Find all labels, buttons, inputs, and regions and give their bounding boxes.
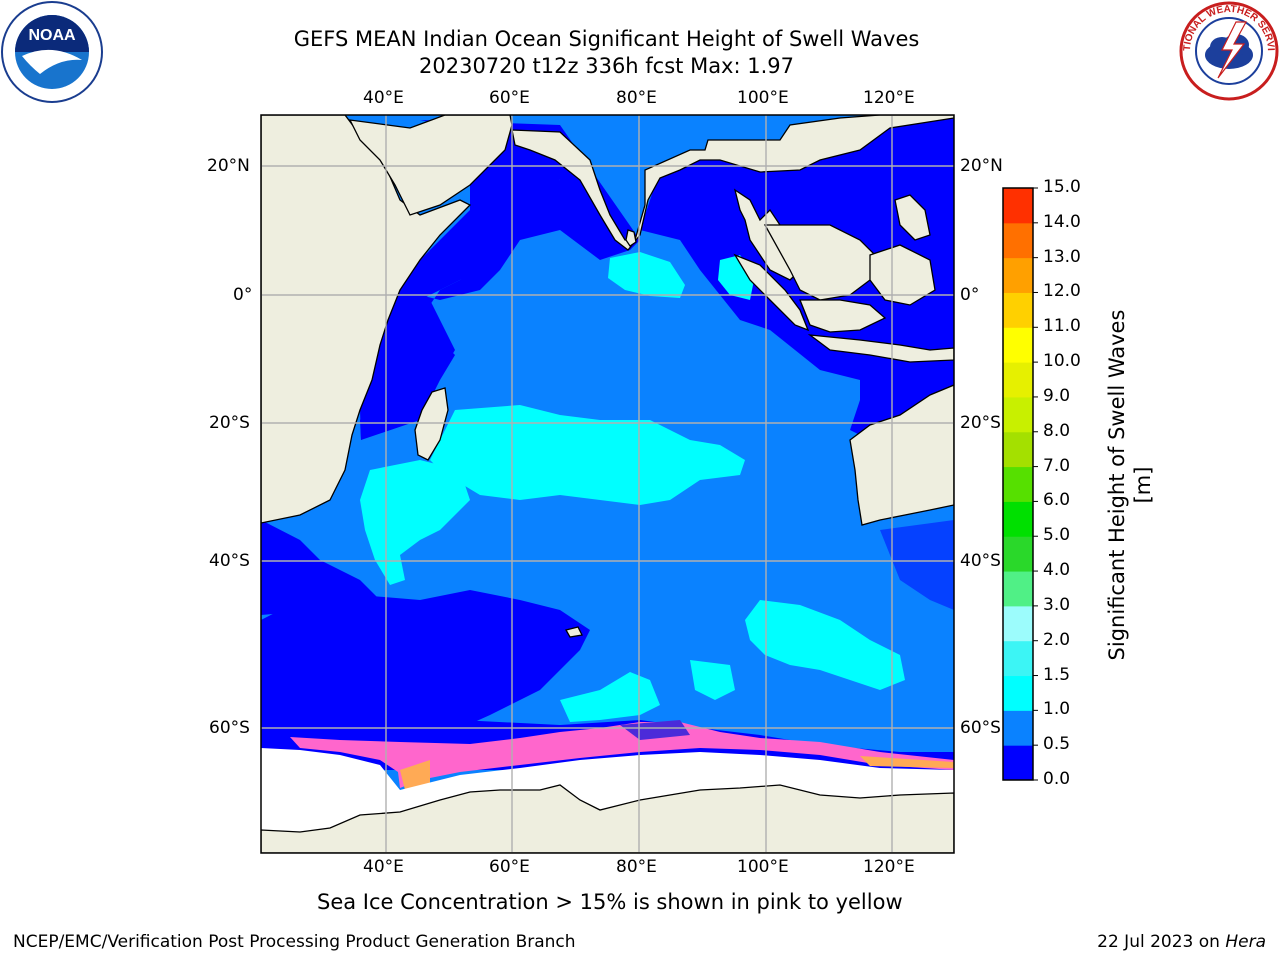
lon-tick-bottom-60e: 60°E [489, 857, 530, 877]
colorbar-tick-label: 11.0 [1043, 316, 1081, 337]
colorbar-tick-label: 0.0 [1043, 769, 1071, 789]
lat-tick-left-20n: 20°N [207, 156, 250, 176]
lon-tick-top-120e: 120°E [863, 88, 915, 108]
colorbar-tick-label: 9.0 [1043, 385, 1071, 406]
colorbar-segment [1003, 571, 1033, 607]
colorbar-tick-label: 12.0 [1043, 281, 1081, 302]
colorbar-segment [1003, 675, 1033, 711]
colorbar-segment [1003, 640, 1033, 677]
colorbar-segment [1003, 745, 1033, 781]
colorbar-tick-label: 0.5 [1043, 734, 1071, 755]
colorbar-segment [1003, 605, 1033, 642]
noaa-logo: NOAA [1, 1, 103, 103]
lon-tick-bottom-120e: 120°E [863, 857, 915, 877]
colorbar-segment [1003, 466, 1033, 502]
nws-logo: NATIONAL WEATHER SERVICE [1178, 0, 1279, 101]
lat-tick-left-60s: 60°S [209, 718, 250, 738]
colorbar-segment [1003, 257, 1033, 293]
colorbar-tick-label: 6.0 [1043, 490, 1071, 511]
colorbar-segment [1003, 362, 1033, 398]
lat-tick-left-0: 0° [233, 285, 253, 305]
colorbar-tick-label: 7.0 [1043, 455, 1071, 476]
map-frame [260, 114, 955, 854]
ocean-1-15-regions [360, 252, 905, 722]
colorbar-tick-label: 2.0 [1043, 629, 1071, 650]
lat-tick-left-20s: 20°S [209, 413, 250, 433]
colorbar-segment [1003, 292, 1033, 328]
colorbar-segment [1003, 396, 1033, 433]
colorbar-tick-label: 1.0 [1043, 699, 1071, 720]
lat-tick-right-20n: 20°N [960, 156, 1003, 176]
colorbar-tick-label: 14.0 [1043, 211, 1081, 232]
chart-subtitle: 20230720 t12z 336h fcst Max: 1.97 [419, 54, 794, 78]
colorbar-tick-label: 1.5 [1043, 664, 1071, 685]
colorbar-tick-label: 15.0 [1043, 177, 1081, 197]
colorbar-segment [1003, 710, 1033, 746]
colorbar-tick-label: 13.0 [1043, 246, 1081, 267]
colorbar-frame [1002, 187, 1034, 781]
lat-tick-right-60s: 60°S [960, 718, 1001, 738]
lat-tick-right-40s: 40°S [960, 551, 1001, 571]
footer-credit: NCEP/EMC/Verification Post Processing Pr… [13, 932, 576, 952]
colorbar [1002, 187, 1038, 781]
sea-ice-band [290, 720, 954, 790]
colorbar-segment [1003, 536, 1033, 572]
svg-text:NOAA: NOAA [28, 27, 76, 44]
lon-tick-bottom-40e: 40°E [363, 857, 404, 877]
lon-tick-bottom-100e: 100°E [737, 857, 789, 877]
colorbar-tick-label: 8.0 [1043, 420, 1071, 441]
colorbar-tick-label: 5.0 [1043, 525, 1071, 546]
lat-tick-right-20s: 20°S [960, 413, 1001, 433]
graticule [261, 115, 954, 853]
colorbar-segment [1003, 501, 1033, 537]
colorbar-tick-label: 3.0 [1043, 594, 1071, 615]
lon-tick-top-80e: 80°E [616, 88, 657, 108]
footer-date-text: 22 Jul 2023 on [1097, 932, 1226, 952]
footer-date: 22 Jul 2023 on Hera [1097, 932, 1266, 952]
sea-ice-caption: Sea Ice Concentration > 15% is shown in … [317, 890, 903, 914]
map-area [261, 115, 954, 853]
lat-tick-left-40s: 40°S [209, 551, 250, 571]
colorbar-tick-label: 10.0 [1043, 351, 1081, 372]
lon-tick-top-60e: 60°E [489, 88, 530, 108]
colorbar-label-text: Significant Height of Swell Waves [m] [1105, 309, 1155, 661]
land-masses [261, 115, 954, 853]
lat-tick-right-0: 0° [960, 285, 980, 305]
lon-tick-top-40e: 40°E [363, 88, 404, 108]
colorbar-segment [1003, 188, 1033, 224]
colorbar-segment [1003, 222, 1033, 259]
colorbar-label: Significant Height of Swell Waves [m] [1104, 295, 1156, 675]
lon-tick-bottom-80e: 80°E [616, 857, 657, 877]
chart-title: GEFS MEAN Indian Ocean Significant Heigh… [293, 27, 920, 51]
colorbar-segment [1003, 327, 1033, 363]
colorbar-tick-label: 4.0 [1043, 560, 1071, 581]
colorbar-segment [1003, 431, 1033, 468]
footer-host: Hera [1225, 932, 1266, 952]
lon-tick-top-100e: 100°E [737, 88, 789, 108]
